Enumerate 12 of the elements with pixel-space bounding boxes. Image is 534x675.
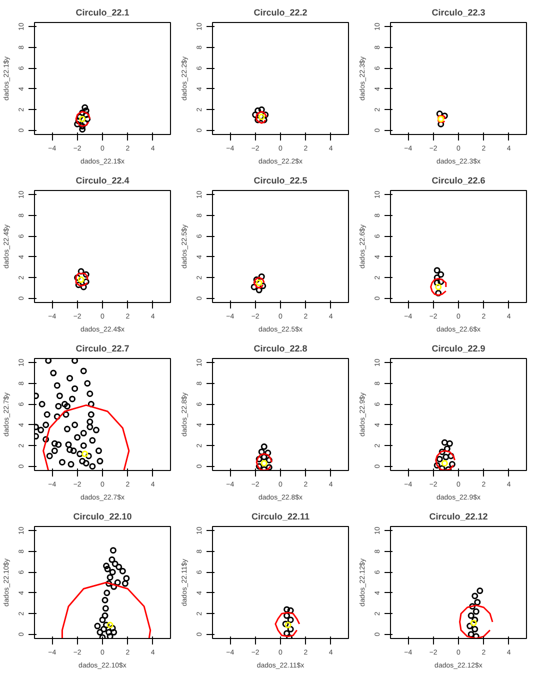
chart-title: Circulo_22.10 [73,512,132,522]
chart-title: Circulo_22.4 [76,176,130,186]
chart-title: Circulo_22.11 [251,512,310,522]
chart-title: Circulo_22.8 [254,344,308,354]
chart-title: Circulo_22.1 [76,8,130,18]
chart-title: Circulo_22.7 [76,344,130,354]
chart-title: Circulo_22.2 [254,8,308,18]
chart-title: Circulo_22.9 [432,344,486,354]
chart-title: Circulo_22.12 [429,512,488,522]
chart-title: Circulo_22.5 [254,176,308,186]
chart-title: Circulo_22.6 [432,176,486,186]
chart-title: Circulo_22.3 [432,8,486,18]
